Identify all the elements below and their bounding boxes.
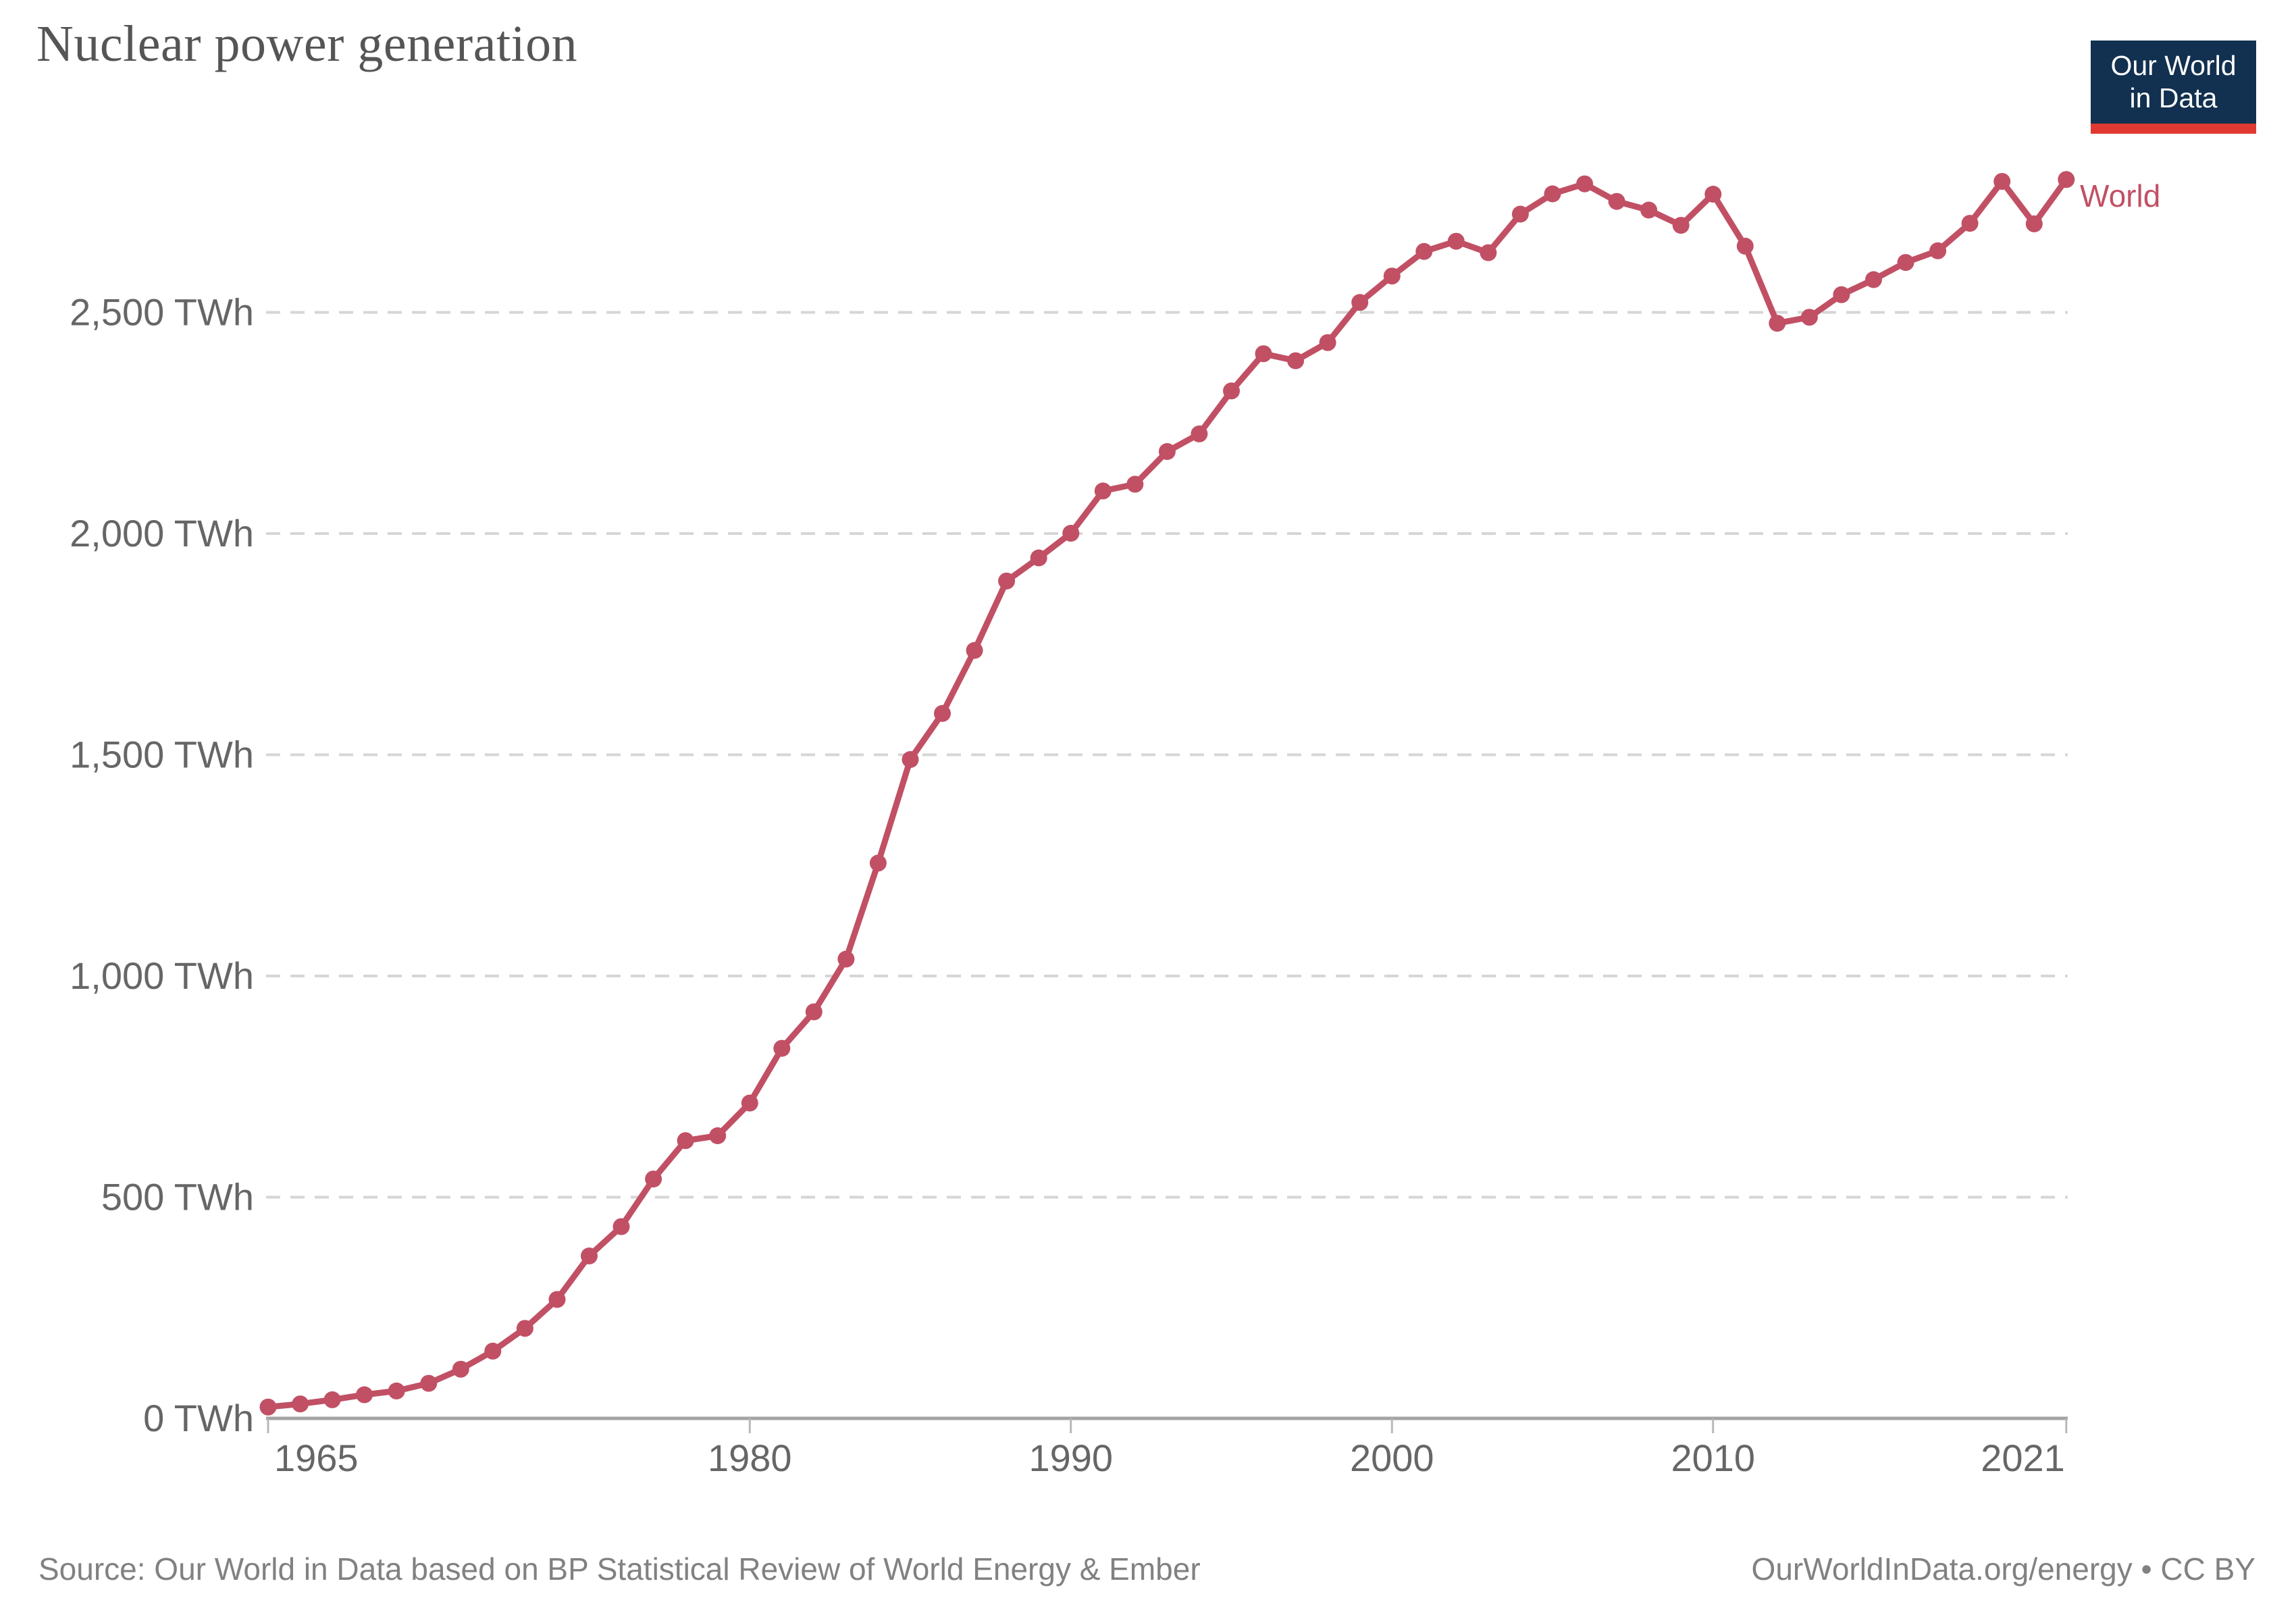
data-point — [612, 1218, 630, 1235]
data-point — [1447, 232, 1465, 250]
data-point — [1672, 217, 1690, 234]
data-point — [1736, 237, 1754, 255]
y-tick-label: 2,000 TWh — [70, 512, 254, 555]
data-point — [1126, 475, 1144, 493]
data-point — [805, 1003, 823, 1021]
x-tick-label: 2021 — [1981, 1437, 2065, 1479]
data-point — [1961, 215, 1979, 232]
data-point — [356, 1386, 373, 1404]
data-point — [1255, 345, 1272, 363]
data-point — [1511, 205, 1529, 223]
data-point — [677, 1132, 694, 1150]
data-point — [902, 751, 919, 768]
data-point — [1800, 309, 1818, 326]
owid-logo-text-line2: in Data — [2129, 82, 2218, 113]
data-point — [292, 1395, 309, 1413]
data-point — [1158, 443, 1176, 460]
data-point — [1351, 294, 1369, 311]
x-tick-label: 1980 — [708, 1437, 792, 1479]
owid-logo-red-bar — [2091, 124, 2256, 134]
x-tick-label: 2010 — [1671, 1437, 1755, 1479]
y-tick-label: 500 TWh — [101, 1176, 254, 1218]
owid-logo-text-line1: Our World — [2110, 49, 2237, 81]
data-point — [1094, 482, 1112, 500]
data-point — [1319, 334, 1336, 351]
data-point — [869, 854, 887, 872]
data-point — [388, 1382, 405, 1399]
data-point — [1030, 549, 1047, 567]
x-tick-label: 1990 — [1028, 1437, 1113, 1479]
data-point — [998, 572, 1016, 590]
data-point — [934, 704, 951, 722]
data-point — [1640, 201, 1658, 219]
data-point — [1865, 271, 1882, 288]
source-note: Source: Our World in Data based on BP St… — [38, 1551, 1201, 1587]
series-label: World — [2080, 178, 2160, 213]
x-tick-label: 2000 — [1350, 1437, 1434, 1479]
data-point — [837, 950, 855, 968]
data-point — [1223, 382, 1240, 400]
data-point — [516, 1320, 533, 1337]
data-point — [1833, 286, 1850, 303]
data-point — [1287, 352, 1305, 369]
x-tick-label: 1965 — [274, 1437, 359, 1479]
data-point — [581, 1247, 598, 1264]
y-tick-label: 1,500 TWh — [70, 734, 254, 776]
data-point — [259, 1398, 277, 1416]
data-point — [484, 1342, 502, 1360]
data-point — [420, 1374, 438, 1392]
y-tick-label: 2,500 TWh — [70, 291, 254, 334]
data-point — [1415, 242, 1433, 260]
data-point — [1608, 192, 1625, 210]
data-point — [1576, 175, 1594, 192]
data-point — [1769, 315, 1786, 332]
data-point — [323, 1391, 341, 1408]
data-point — [1993, 173, 2011, 190]
y-tick-label: 1,000 TWh — [70, 954, 254, 997]
owid-logo[interactable]: Our World in Data — [2091, 41, 2256, 134]
data-point — [452, 1360, 469, 1378]
data-point — [741, 1094, 758, 1112]
data-point — [1191, 425, 1208, 442]
data-point — [645, 1170, 662, 1188]
chart-footer: Source: Our World in Data based on BP St… — [38, 1551, 2255, 1587]
data-point — [773, 1039, 791, 1057]
data-point — [1704, 186, 1722, 203]
owid-url-link[interactable]: OurWorldInData.org/energy • CC BY — [1751, 1551, 2255, 1587]
y-tick-label: 0 TWh — [143, 1397, 254, 1439]
data-point — [548, 1291, 566, 1308]
data-point — [1897, 254, 1914, 272]
data-point — [966, 642, 983, 659]
page-title: Nuclear power generation — [36, 16, 578, 72]
data-point — [1929, 242, 1947, 259]
data-point — [1383, 267, 1401, 285]
data-point — [2058, 171, 2075, 188]
data-point — [709, 1127, 727, 1144]
data-point — [1062, 525, 1080, 542]
data-point — [1480, 244, 1497, 261]
data-point — [2025, 215, 2043, 232]
data-point — [1544, 185, 1561, 203]
data-line — [265, 176, 2070, 1410]
